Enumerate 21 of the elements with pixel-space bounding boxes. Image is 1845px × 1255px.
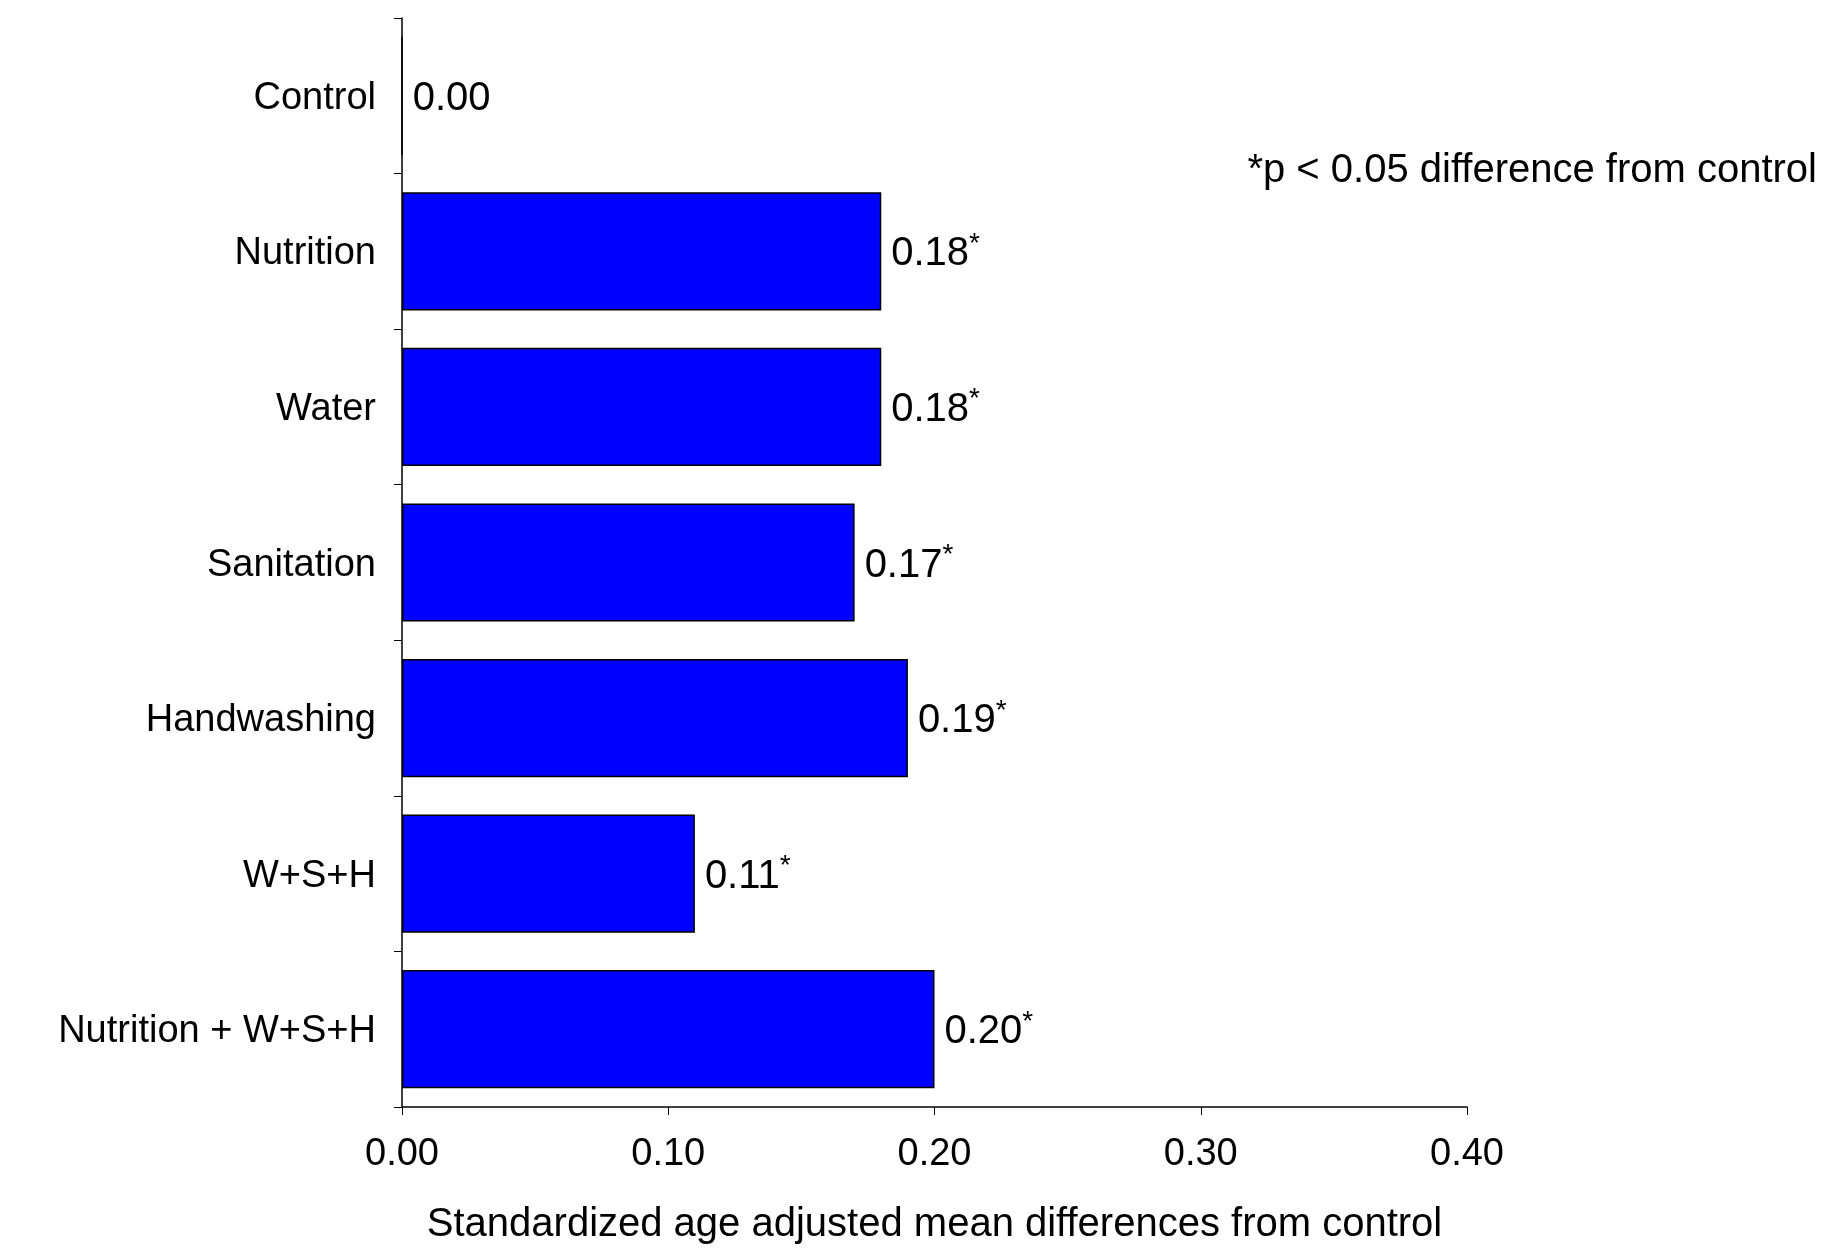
data-label: 0.11* (704, 849, 791, 896)
y-tick-label: Nutrition + W+S+H (58, 1008, 376, 1051)
data-label: 0.18* (891, 382, 981, 429)
x-axis-title: Standardized age adjusted mean differences from control (426, 1200, 1443, 1244)
y-tick-label: Control (253, 74, 376, 117)
data-label: 0.00 (412, 73, 491, 118)
data-label: 0.18* (891, 226, 981, 274)
x-tick-label: 0.30 (1163, 1131, 1238, 1173)
y-tick-label: Handwashing (145, 697, 376, 740)
x-tick-label: 0.40 (1430, 1131, 1504, 1173)
data-label: 0.19* (917, 693, 1007, 741)
x-tick-label: 0.00 (365, 1131, 439, 1173)
y-tick-label: Nutrition (234, 230, 376, 273)
y-tick-label: W+S+H (242, 852, 376, 895)
x-tick-label: 0.10 (631, 1131, 706, 1173)
x-tick-label: 0.20 (897, 1131, 972, 1173)
y-tick-label: Water (276, 385, 377, 428)
data-label: 0.17* (864, 538, 954, 585)
data-label: 0.20* (944, 1004, 1034, 1052)
y-tick-label: Sanitation (206, 541, 376, 584)
annotation: *p < 0.05 difference from control (1247, 146, 1817, 190)
